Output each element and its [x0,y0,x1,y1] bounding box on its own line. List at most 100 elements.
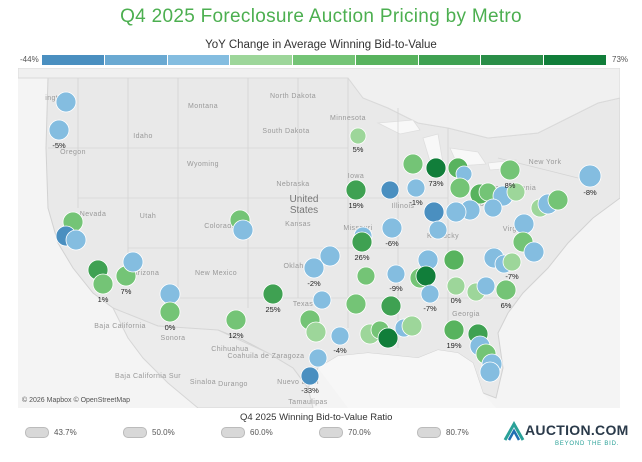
metro-marker[interactable] [349,127,367,145]
size-legend-label: 43.7% [54,427,77,437]
geo-label: New Mexico [195,270,237,277]
geo-label: South Dakota [262,128,309,135]
geo-label: Kansas [285,221,311,228]
metro-marker[interactable] [523,241,545,263]
size-legend-swatch [319,426,343,438]
metro-marker[interactable] [386,264,406,284]
metro-marker-label: -7% [505,272,519,281]
metro-marker[interactable] [381,217,403,239]
size-legend-swatch [221,426,245,438]
metro-marker[interactable] [345,179,367,201]
map-canvas[interactable]: Montana North Dakota South Dakota Minnesota… [18,68,620,408]
color-legend-min: -44% [20,55,39,64]
metro-marker[interactable] [380,295,402,317]
metro-marker[interactable] [159,301,181,323]
size-legend-label: 70.0% [348,427,371,437]
metro-markers[interactable]: -5% 5% 73% 8% -8% 19% -1% -6% 26% -7% 7% 1% -2% -9% -7… [48,91,602,395]
size-legend-title: Q4 2025 Winning Bid-to-Value Ratio [240,412,393,423]
metro-marker[interactable] [443,249,465,271]
metro-marker-label: 5% [353,145,364,154]
color-ramp-step [104,55,167,65]
map-attribution[interactable]: © 2026 Mapbox © OpenStreetMap [22,397,130,404]
metro-marker[interactable] [262,283,284,305]
metro-marker[interactable] [377,327,399,349]
metro-marker[interactable] [48,119,70,141]
metro-marker[interactable] [303,257,325,279]
geo-label: Nuevo León [277,379,319,386]
metro-marker[interactable] [55,91,77,113]
size-legend-label: 50.0% [152,427,175,437]
metro-marker-label: 73% [428,179,443,188]
metro-marker[interactable] [401,315,423,337]
size-legend-swatch [123,426,147,438]
metro-marker[interactable] [547,189,569,211]
metro-marker[interactable] [380,180,400,200]
metro-marker[interactable] [406,178,426,198]
metro-marker[interactable] [420,284,440,304]
metro-marker-label: 0% [165,323,176,332]
color-ramp-step [355,55,418,65]
size-legend[interactable]: 43.7% 50.0% 60.0% 70.0% 80.7% [25,426,469,438]
metro-marker[interactable] [356,266,376,286]
metro-marker[interactable] [578,164,602,188]
metro-marker-label: 8% [505,181,516,190]
metro-marker[interactable] [483,198,503,218]
metro-marker[interactable] [446,276,466,296]
geo-label: Nebraska [276,181,309,188]
metro-marker[interactable] [428,220,448,240]
geo-label: Georgia [452,311,480,318]
metro-marker[interactable] [312,290,332,310]
metro-marker[interactable] [479,361,501,383]
metro-marker-label: -7% [423,304,437,313]
metro-marker[interactable] [300,366,320,386]
metro-marker[interactable] [513,213,535,235]
metro-marker[interactable] [308,348,328,368]
metro-marker[interactable] [499,159,521,181]
geo-label: Durango [218,381,248,388]
metro-marker[interactable] [92,273,114,295]
metro-marker[interactable] [502,252,522,272]
metro-marker[interactable] [345,293,367,315]
geo-label: Oregon [60,149,86,156]
metro-marker[interactable] [476,276,496,296]
metro-marker[interactable] [159,283,181,305]
color-ramp-step [544,55,607,65]
metro-marker[interactable] [443,319,465,341]
geo-label: Minnesota [330,115,366,122]
geo-label: Baja California Sur [115,373,181,380]
mexico-landmass [111,307,314,408]
color-legend-ramp[interactable] [42,55,607,65]
geo-label: New York [529,159,562,166]
metro-marker-label: -2% [307,279,321,288]
size-legend-item: 80.7% [417,426,469,438]
metro-marker[interactable] [232,219,254,241]
size-legend-label: 80.7% [446,427,469,437]
metro-marker[interactable] [506,182,526,202]
metro-marker-label: 25% [265,305,280,314]
metro-marker[interactable] [330,326,350,346]
map-svg[interactable]: Montana North Dakota South Dakota Minnesota… [18,68,620,408]
metro-marker[interactable] [402,153,424,175]
size-legend-item: 70.0% [319,426,371,438]
metro-marker[interactable] [225,309,247,331]
metro-marker[interactable] [415,265,437,287]
metro-marker[interactable] [425,157,447,179]
auction-logo[interactable]: AUCTION.COM BEYOND THE BID. [503,418,633,452]
metro-marker[interactable] [305,321,327,343]
metro-marker[interactable] [319,245,341,267]
metro-marker-label: -9% [389,284,403,293]
geo-label: North Dakota [270,93,316,100]
metro-marker[interactable] [351,231,373,253]
metro-marker[interactable] [65,229,87,251]
metro-marker[interactable] [423,201,445,223]
geo-label: Texas [293,301,313,308]
country-label-line1: United [290,194,319,205]
metro-marker[interactable] [445,201,467,223]
geo-label: Utah [140,213,156,220]
metro-marker[interactable] [122,251,144,273]
geo-label: Tamaulipas [288,399,328,406]
size-legend-item: 60.0% [221,426,273,438]
metro-marker[interactable] [449,177,471,199]
color-ramp-step [293,55,355,65]
metro-marker[interactable] [495,279,517,301]
